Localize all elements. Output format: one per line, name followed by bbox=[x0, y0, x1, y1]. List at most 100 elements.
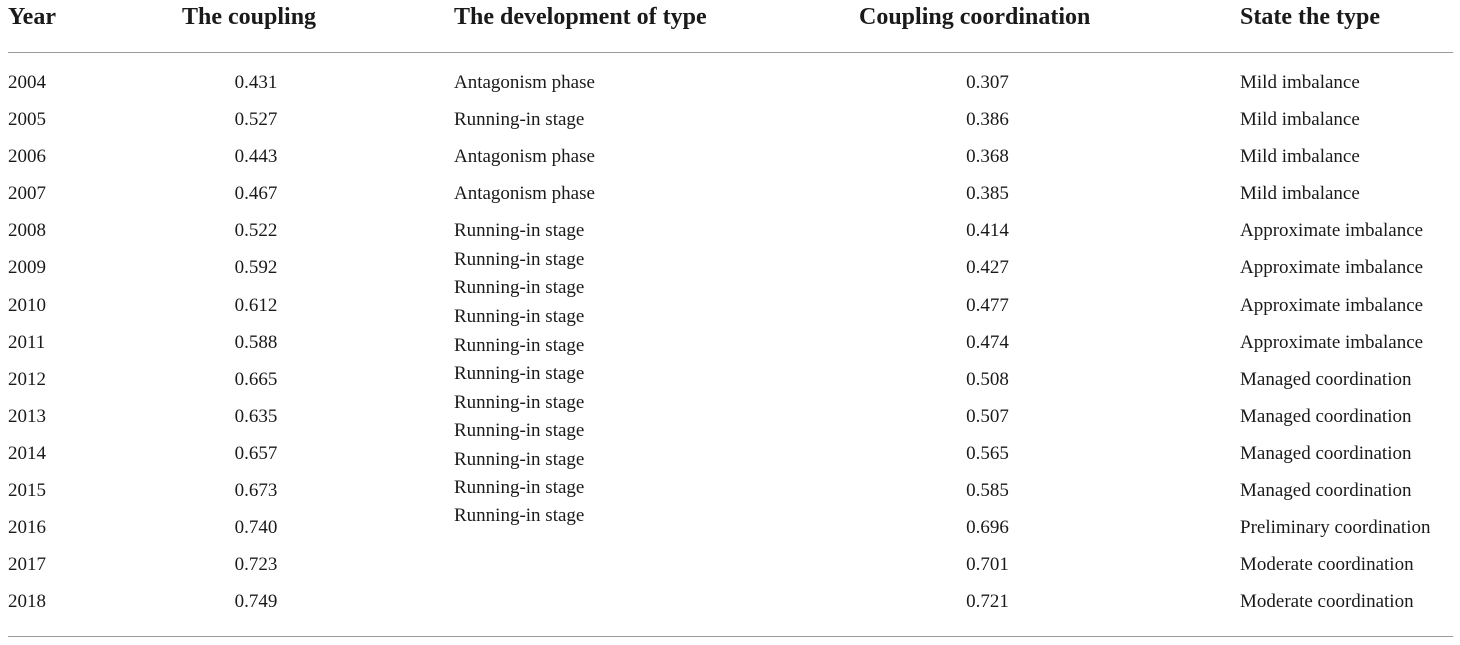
cell-year: 2016 bbox=[8, 517, 46, 539]
cell-coupling-coordination: 0.696 bbox=[966, 517, 1009, 539]
cell-state-type: Approximate imbalance bbox=[1240, 220, 1424, 242]
cell-state-type: Mild imbalance bbox=[1240, 146, 1360, 168]
cell-year: 2014 bbox=[8, 442, 46, 464]
table-row: 2012 0.665 0.508 Managed coordination bbox=[0, 364, 1460, 401]
cell-coupling-coordination: 0.508 bbox=[966, 368, 1009, 390]
cell-development-type: Running-in stage bbox=[454, 392, 585, 413]
cell-development-type: Running-in stage bbox=[454, 277, 585, 298]
cell-coupling-coordination: 0.385 bbox=[966, 183, 1009, 205]
cell-year: 2008 bbox=[8, 220, 46, 242]
table-row: 2014 0.657 0.565 Managed coordination bbox=[0, 438, 1460, 475]
cell-coupling-coordination: 0.585 bbox=[966, 480, 1009, 502]
cell-coupling: 0.673 bbox=[234, 480, 278, 502]
cell-development-type: Running-in stage bbox=[454, 249, 585, 270]
cell-year: 2005 bbox=[8, 109, 46, 131]
table-bottom-rule bbox=[8, 636, 1453, 637]
cell-year: 2012 bbox=[8, 368, 46, 390]
cell-year: 2006 bbox=[8, 146, 46, 168]
cell-state-type: Moderate coordination bbox=[1240, 591, 1414, 613]
cell-state-type: Mild imbalance bbox=[1240, 109, 1360, 131]
table-row: 2011 0.588 0.474 Approximate imbalance bbox=[0, 327, 1460, 364]
cell-year: 2011 bbox=[8, 331, 46, 353]
development-type-column: Antagonism phase Running-in stage Antagoni… bbox=[454, 0, 814, 645]
cell-development-type: Running-in stage bbox=[454, 335, 585, 356]
cell-coupling-coordination: 0.477 bbox=[966, 294, 1009, 316]
table-row: 2015 0.673 0.585 Managed coordination bbox=[0, 475, 1460, 512]
table-row: 2009 0.592 0.427 Approximate imbalance bbox=[0, 252, 1460, 289]
cell-year: 2018 bbox=[8, 591, 46, 613]
cell-state-type: Managed coordination bbox=[1240, 405, 1412, 427]
cell-coupling-coordination: 0.307 bbox=[966, 72, 1009, 93]
table-row: 2017 0.723 0.701 Moderate coordination bbox=[0, 549, 1460, 586]
cell-coupling: 0.740 bbox=[234, 517, 278, 539]
cell-coupling-coordination: 0.427 bbox=[966, 257, 1009, 279]
table-row: 2006 0.443 0.368 Mild imbalance bbox=[0, 141, 1460, 178]
cell-year: 2010 bbox=[8, 294, 46, 316]
table-row: 2008 0.522 0.414 Approximate imbalance bbox=[0, 215, 1460, 252]
header-state-type: State the type bbox=[1240, 4, 1380, 30]
cell-coupling: 0.723 bbox=[234, 554, 278, 576]
cell-state-type: Managed coordination bbox=[1240, 480, 1412, 502]
table-row: 2007 0.467 0.385 Mild imbalance bbox=[0, 178, 1460, 215]
cell-year: 2007 bbox=[8, 183, 46, 205]
cell-state-type: Managed coordination bbox=[1240, 442, 1412, 464]
cell-development-type: Running-in stage bbox=[454, 449, 585, 470]
cell-year: 2013 bbox=[8, 405, 46, 427]
cell-state-type: Approximate imbalance bbox=[1240, 294, 1424, 316]
cell-year: 2017 bbox=[8, 554, 46, 576]
cell-development-type: Antagonism phase bbox=[454, 183, 595, 204]
cell-coupling-coordination: 0.701 bbox=[966, 554, 1009, 576]
cell-coupling: 0.635 bbox=[234, 405, 278, 427]
cell-coupling-coordination: 0.474 bbox=[966, 331, 1009, 353]
header-divider bbox=[8, 52, 1453, 53]
cell-state-type: Approximate imbalance bbox=[1240, 257, 1424, 279]
cell-development-type: Running-in stage bbox=[454, 477, 585, 498]
cell-coupling-coordination: 0.721 bbox=[966, 591, 1009, 613]
cell-coupling: 0.749 bbox=[234, 591, 278, 613]
cell-coupling: 0.527 bbox=[234, 109, 278, 131]
cell-development-type: Antagonism phase bbox=[454, 146, 595, 167]
cell-coupling: 0.657 bbox=[234, 442, 278, 464]
cell-year: 2009 bbox=[8, 257, 46, 279]
cell-coupling: 0.665 bbox=[234, 368, 278, 390]
cell-development-type: Running-in stage bbox=[454, 363, 585, 384]
table-row: 2018 0.749 0.721 Moderate coordination bbox=[0, 586, 1460, 623]
cell-coupling: 0.612 bbox=[234, 294, 278, 316]
table-row: 2005 0.527 0.386 Mild imbalance bbox=[0, 104, 1460, 141]
header-coupling: The coupling bbox=[182, 4, 317, 30]
header-coupling-coordination: Coupling coordination bbox=[859, 4, 1091, 30]
cell-coupling-coordination: 0.565 bbox=[966, 442, 1009, 464]
cell-coupling: 0.592 bbox=[234, 257, 278, 279]
cell-coupling: 0.522 bbox=[234, 220, 278, 242]
cell-development-type: Running-in stage bbox=[454, 505, 585, 526]
table-row: 2016 0.740 0.696 Preliminary coordination bbox=[0, 512, 1460, 549]
cell-development-type: Running-in stage bbox=[454, 306, 585, 327]
header-year: Year bbox=[8, 4, 56, 30]
cell-development-type: Antagonism phase bbox=[454, 72, 595, 93]
table-body: 2004 0.431 0.307 Mild imbalance 2005 0.527 0.3… bbox=[0, 67, 1460, 623]
cell-state-type: Mild imbalance bbox=[1240, 183, 1360, 205]
cell-state-type: Mild imbalance bbox=[1240, 72, 1360, 93]
cell-coupling: 0.588 bbox=[234, 331, 278, 353]
cell-state-type: Managed coordination bbox=[1240, 368, 1412, 390]
cell-coupling: 0.467 bbox=[234, 183, 278, 205]
cell-state-type: Preliminary coordination bbox=[1240, 517, 1431, 539]
cell-coupling-coordination: 0.507 bbox=[966, 405, 1009, 427]
table-row: 2010 0.612 0.477 Approximate imbalance bbox=[0, 290, 1460, 327]
cell-year: 2004 bbox=[8, 72, 46, 93]
cell-state-type: Approximate imbalance bbox=[1240, 331, 1424, 353]
cell-development-type: Running-in stage bbox=[454, 420, 585, 441]
cell-year: 2015 bbox=[8, 480, 46, 502]
cell-state-type: Moderate coordination bbox=[1240, 554, 1414, 576]
cell-coupling: 0.431 bbox=[234, 72, 278, 93]
cell-coupling-coordination: 0.368 bbox=[966, 146, 1009, 168]
cell-coupling: 0.443 bbox=[234, 146, 278, 168]
cell-development-type: Running-in stage bbox=[454, 220, 585, 241]
cell-development-type: Running-in stage bbox=[454, 109, 585, 130]
header-development-type: The development of type bbox=[454, 4, 707, 30]
table-row: 2013 0.635 0.507 Managed coordination bbox=[0, 401, 1460, 438]
cell-coupling-coordination: 0.414 bbox=[966, 220, 1009, 242]
table-row: 2004 0.431 0.307 Mild imbalance bbox=[0, 67, 1460, 104]
cell-coupling-coordination: 0.386 bbox=[966, 109, 1009, 131]
